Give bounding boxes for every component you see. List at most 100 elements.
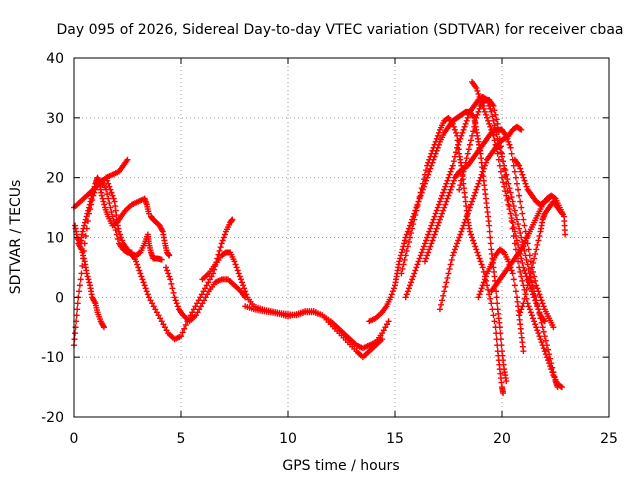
data-point	[522, 291, 529, 298]
data-point	[493, 116, 500, 123]
data-point	[525, 277, 532, 284]
data-point	[557, 383, 564, 390]
data-point	[441, 186, 448, 193]
data-point	[234, 267, 241, 274]
data-point	[493, 336, 500, 343]
data-point	[522, 270, 529, 277]
data-point	[110, 195, 117, 202]
data-point	[471, 240, 478, 247]
data-point	[424, 252, 431, 259]
data-point	[517, 230, 524, 237]
data-point	[469, 234, 476, 241]
data-point	[450, 158, 457, 165]
data-point	[527, 309, 534, 316]
data-point	[443, 180, 450, 187]
data-point	[221, 231, 228, 238]
data-point	[426, 246, 433, 253]
data-point	[475, 90, 482, 97]
data-point	[504, 197, 511, 204]
data-point	[138, 273, 145, 280]
data-point	[520, 300, 527, 307]
data-point	[546, 360, 553, 367]
data-point	[446, 265, 453, 272]
data-point	[388, 291, 395, 298]
data-point	[136, 267, 143, 274]
data-point	[511, 228, 518, 235]
data-point	[513, 180, 520, 187]
data-point	[115, 228, 122, 235]
data-point	[80, 252, 87, 259]
data-point	[507, 144, 514, 151]
data-point	[406, 234, 413, 241]
data-point	[546, 195, 553, 202]
data-point	[525, 246, 532, 253]
data-point	[85, 207, 92, 214]
data-point	[460, 168, 467, 175]
data-point	[441, 204, 448, 211]
data-point	[531, 318, 538, 325]
data-point	[520, 216, 527, 223]
data-point	[235, 270, 242, 277]
y-tick-label: 0	[55, 290, 64, 306]
data-point	[436, 306, 443, 313]
data-point	[541, 333, 548, 340]
data-point	[506, 206, 513, 213]
series-arc-9	[242, 303, 386, 361]
data-point	[403, 247, 410, 254]
data-point	[532, 297, 539, 304]
data-point	[527, 268, 534, 275]
data-point	[444, 274, 451, 281]
data-point	[405, 285, 412, 292]
data-point	[220, 234, 227, 241]
data-point	[431, 141, 438, 148]
data-point	[532, 250, 539, 257]
data-point	[486, 228, 493, 235]
data-point	[532, 321, 539, 328]
data-point	[435, 201, 442, 208]
x-axis-tick-labels: 0 5 10 15 20 25	[70, 431, 618, 447]
data-point	[426, 168, 433, 175]
data-point	[464, 210, 471, 217]
data-point	[119, 237, 126, 244]
data-point	[457, 135, 464, 142]
data-point	[526, 273, 533, 280]
series-arc-10	[366, 108, 510, 385]
data-point	[517, 165, 524, 172]
data-point	[427, 225, 434, 232]
data-point	[523, 183, 530, 190]
data-point	[475, 252, 482, 259]
data-point	[500, 390, 507, 397]
data-point	[98, 192, 105, 199]
data-point	[558, 384, 565, 391]
series-arc-20	[511, 156, 553, 208]
data-point	[409, 225, 416, 232]
series-arc-19	[516, 198, 565, 319]
data-point	[530, 259, 537, 266]
data-point	[466, 204, 473, 211]
data-point	[140, 279, 147, 286]
data-point	[429, 147, 436, 154]
data-point	[118, 234, 125, 241]
data-point	[451, 153, 458, 160]
data-point	[531, 255, 538, 262]
data-point	[406, 282, 413, 289]
data-point	[494, 300, 501, 307]
data-point	[438, 301, 445, 308]
data-point	[467, 137, 474, 144]
y-tick-label: -20	[41, 410, 64, 426]
data-point	[74, 300, 81, 307]
data-point	[510, 162, 517, 169]
data-point	[410, 221, 417, 228]
data-point	[511, 207, 518, 214]
data-point	[478, 171, 485, 178]
data-point	[500, 158, 507, 165]
data-point	[457, 231, 464, 238]
data-point	[442, 183, 449, 190]
data-point	[100, 324, 107, 331]
data-point	[482, 111, 489, 118]
data-point	[469, 198, 476, 205]
data-point	[390, 285, 397, 292]
data-point	[439, 192, 446, 199]
data-point	[492, 324, 499, 331]
data-point	[535, 288, 542, 295]
